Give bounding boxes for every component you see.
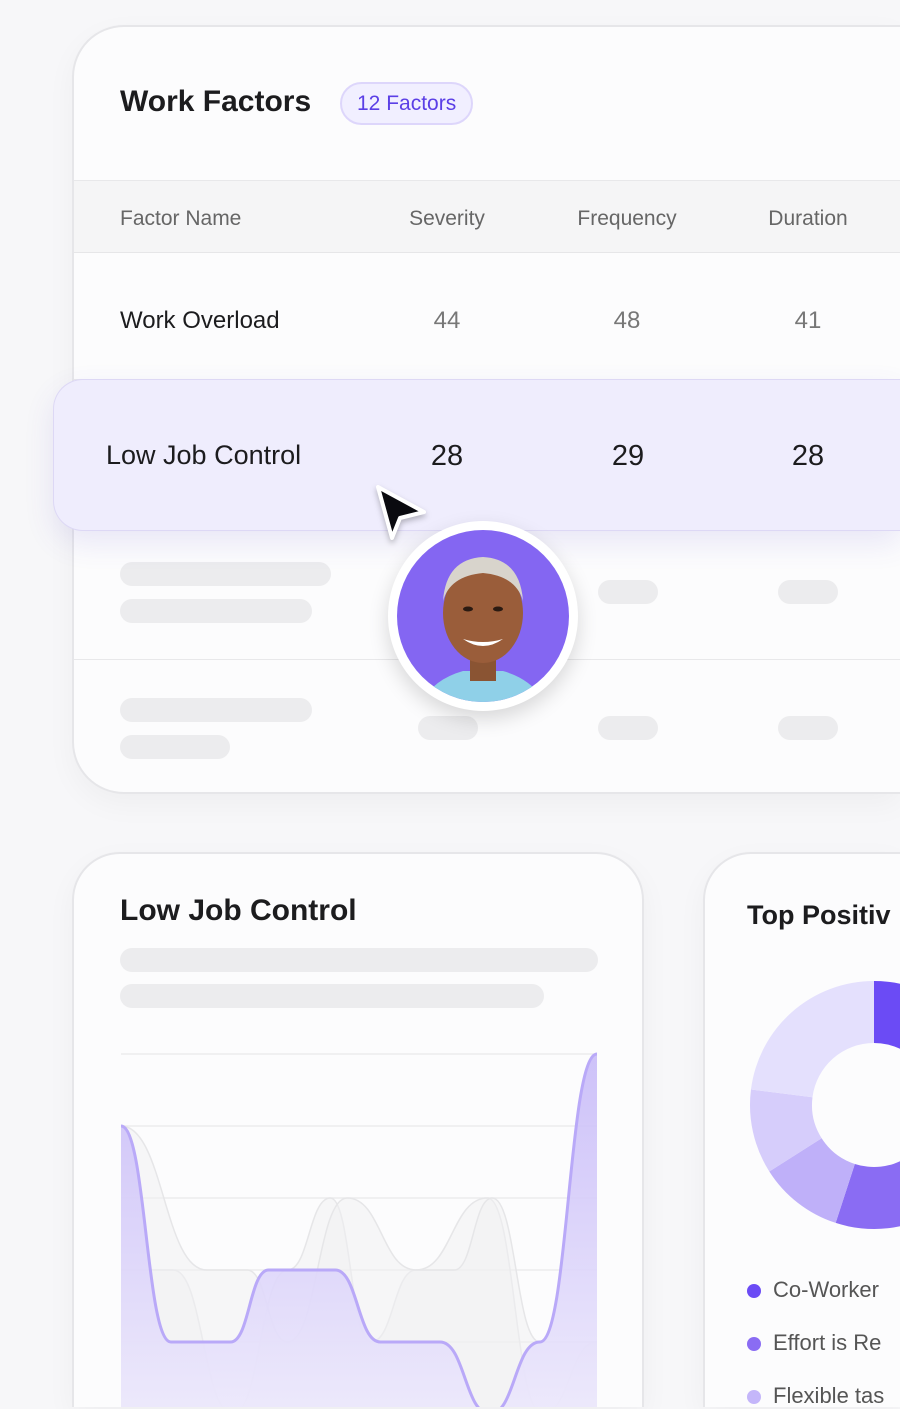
legend-item: Co-Worker — [747, 1277, 879, 1303]
factor-name: Low Job Control — [106, 440, 302, 470]
column-factor-name[interactable]: Factor Name — [120, 207, 242, 230]
area-chart — [120, 1052, 598, 1407]
severity-value: 44 — [433, 307, 461, 334]
donut-slice-3 — [750, 1089, 822, 1172]
series-line-0 — [120, 1052, 598, 1407]
legend-dot — [747, 1337, 761, 1352]
skeleton-row — [74, 660, 900, 794]
legend-dot — [747, 1284, 761, 1299]
donut-slice-2 — [769, 1138, 855, 1223]
low-job-control-card: Low Job Control — [72, 852, 644, 1407]
legend-label: Flexible tas — [773, 1383, 885, 1408]
factor-name: Work Overload — [120, 307, 280, 334]
factor-count-badge: 12 Factors — [340, 82, 474, 125]
duration-value: 28 — [791, 440, 825, 472]
donut-chart — [750, 981, 900, 1229]
legend-label: Co-Worker — [773, 1277, 879, 1302]
legend-item: Flexible tas — [747, 1383, 884, 1409]
skeleton-row — [74, 533, 900, 660]
person-photo — [397, 530, 569, 702]
table-header: Factor Name Severity Frequency Duration — [74, 180, 900, 253]
top-positive-card: Top Positiv Co-Worker Effort is Re Flexi… — [703, 852, 900, 1409]
frequency-value: 29 — [611, 440, 645, 472]
card-title: Low Job Control — [120, 894, 357, 927]
cursor-icon — [376, 485, 426, 540]
frequency-value: 48 — [613, 307, 641, 334]
duration-value: 41 — [794, 307, 822, 334]
series-area-0 — [121, 1054, 597, 1407]
user-avatar — [388, 521, 578, 711]
card-title: Top Positiv — [747, 900, 891, 930]
card-title: Work Factors — [120, 85, 312, 118]
legend-item: Effort is Re — [747, 1330, 881, 1356]
donut-slice-1 — [835, 1161, 900, 1229]
column-duration[interactable]: Duration — [768, 207, 848, 230]
donut-slice-0 — [874, 981, 900, 1049]
column-frequency[interactable]: Frequency — [577, 207, 677, 230]
series-line-1 — [120, 1125, 597, 1343]
severity-value: 28 — [430, 440, 464, 472]
column-severity[interactable]: Severity — [409, 207, 485, 230]
highlighted-row-low-job-control[interactable]: Low Job Control 28 29 28 — [53, 379, 900, 531]
table-row[interactable]: Work Overload 44 48 41 — [74, 253, 900, 380]
donut-slice-4 — [750, 981, 874, 1098]
legend-dot — [747, 1390, 761, 1405]
legend-label: Effort is Re — [773, 1330, 882, 1355]
